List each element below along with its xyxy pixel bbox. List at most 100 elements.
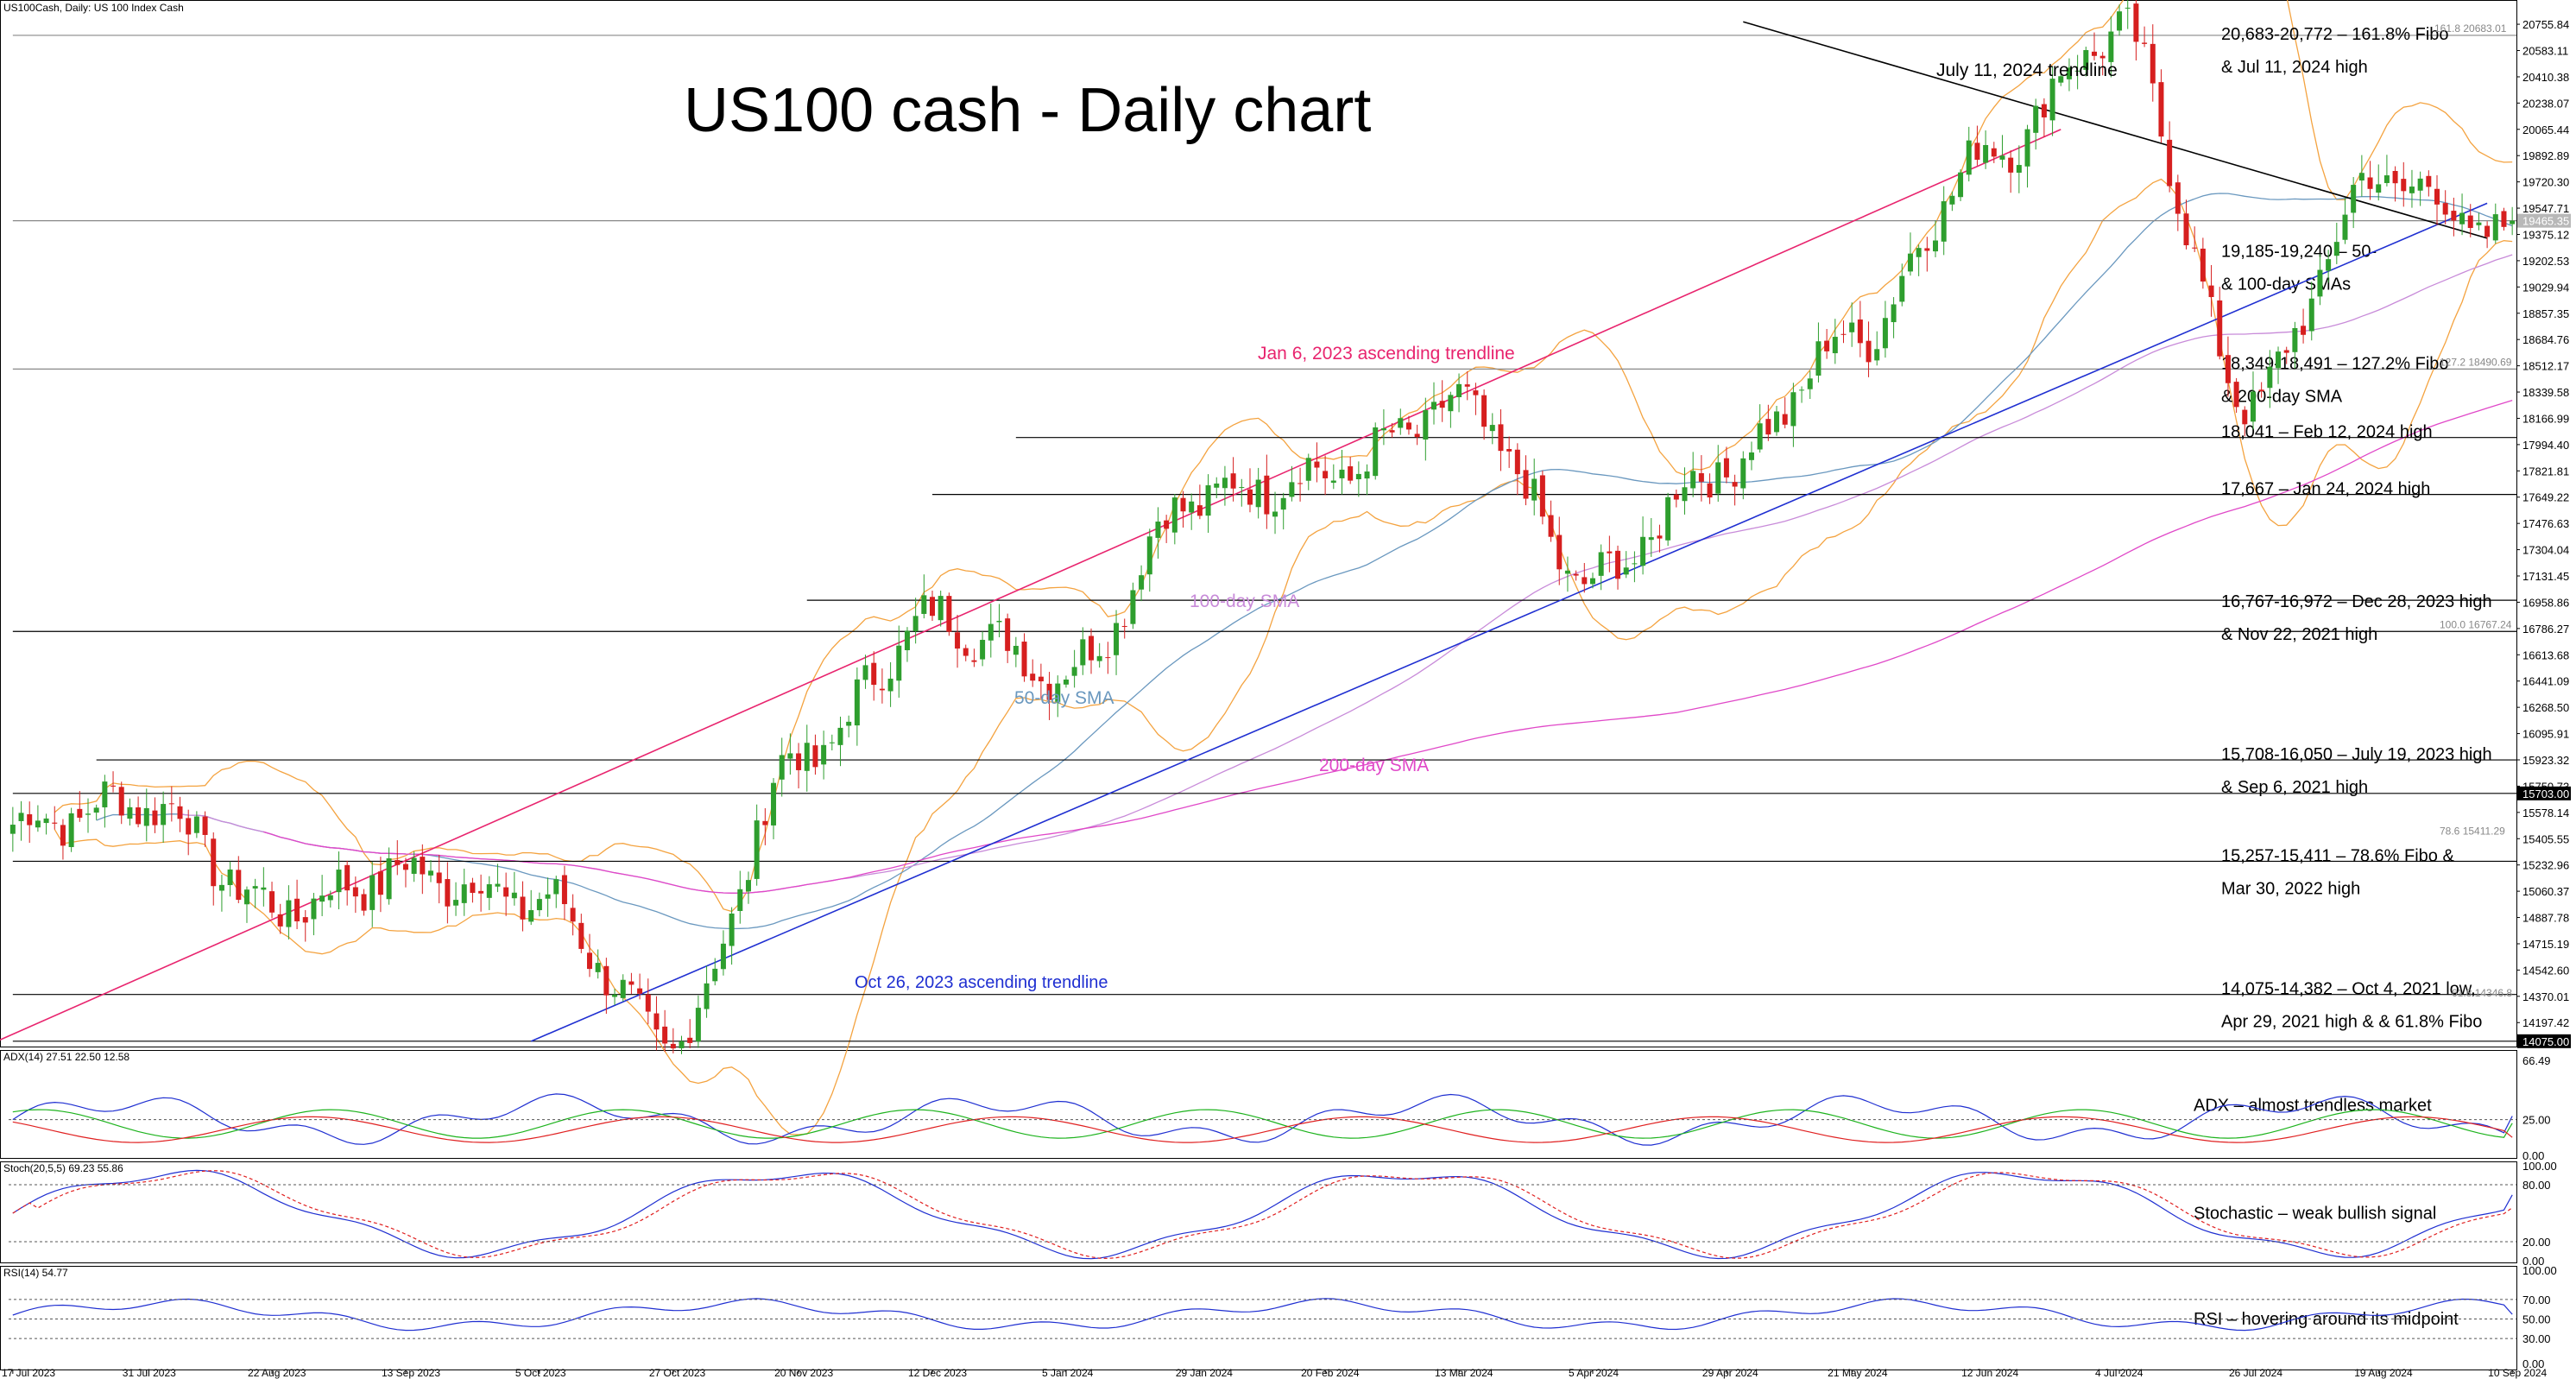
candle-body (2451, 211, 2457, 221)
pane-border (0, 1266, 2517, 1370)
fibo-label: 100.0 16767.24 (2440, 618, 2512, 630)
candle-body (771, 782, 777, 826)
candle-body (202, 816, 208, 835)
candle-body (2510, 220, 2516, 225)
candle-body (745, 880, 751, 892)
candle-body (2033, 105, 2039, 133)
indicator-header: ADX(14) 27.51 22.50 12.58 (3, 1051, 129, 1063)
candle-body (1114, 623, 1120, 655)
candle-body (1548, 515, 1554, 537)
level-label: 19,185-19,240 – 50- (2221, 243, 2377, 262)
indicator-tick-label: 30.00 (2522, 1332, 2551, 1345)
candle-body (603, 965, 609, 996)
indicator-tick-label: 50.00 (2522, 1313, 2551, 1326)
candle-body (1506, 448, 1512, 452)
candle-body (1405, 422, 1411, 430)
axis-tick-label: 19892.89 (2522, 149, 2569, 162)
axis-tick-label: 15405.55 (2522, 832, 2569, 845)
candle-body (1305, 458, 1311, 481)
axis-tick-label: 16958.86 (2522, 596, 2569, 609)
candle-body (1155, 522, 1161, 538)
axis-tick-label: 19375.12 (2522, 228, 2569, 241)
candle-body (2467, 215, 2473, 228)
candle-body (561, 875, 567, 905)
candle-body (963, 648, 969, 656)
candle-body (1840, 333, 1847, 335)
candle-body (2158, 82, 2164, 137)
candle-body (1264, 475, 1270, 515)
axis-tick-label: 17821.81 (2522, 465, 2569, 478)
axis-tick-label: 19029.94 (2522, 281, 2569, 294)
candle-body (687, 1037, 693, 1043)
candle-body (52, 822, 58, 824)
candle-body (277, 914, 283, 927)
axis-tick-label: 16268.50 (2522, 701, 2569, 714)
candle-body (904, 630, 910, 650)
axis-tick-label: 17649.22 (2522, 491, 2569, 504)
candle-body (879, 688, 885, 691)
candle-body (704, 983, 710, 1009)
candle-body (2434, 188, 2440, 205)
candle-body (1790, 392, 1796, 427)
axis-tick-label: 20410.38 (2522, 71, 2569, 84)
candle-body (110, 785, 117, 787)
candle-body (2242, 409, 2248, 425)
pane-border (0, 1161, 2517, 1263)
candle-body (2367, 177, 2373, 189)
candle-body (1005, 618, 1011, 651)
candle-body (336, 870, 342, 893)
candle-body (1782, 414, 1788, 425)
candle-body (2283, 350, 2289, 353)
candle-body (168, 803, 174, 805)
candle-body (2442, 203, 2448, 215)
candle-body (1121, 625, 1127, 627)
candle-body (679, 1041, 685, 1048)
pane-border (0, 1050, 2517, 1159)
candle-body (1398, 418, 1404, 428)
candle-body (2225, 355, 2231, 383)
candle-body (1698, 473, 1704, 482)
candle-body (2383, 175, 2390, 183)
indicator-tick-label: 100.00 (2522, 1264, 2557, 1277)
candle-body (193, 816, 199, 833)
axis-tick-label: 15578.14 (2522, 807, 2569, 819)
candle-body (1607, 551, 1613, 553)
candle-body (1615, 550, 1621, 579)
candle-body (302, 917, 308, 923)
candle-body (1423, 410, 1429, 440)
candle-body (2200, 248, 2206, 282)
candle-body (645, 994, 651, 1012)
candle-body (1280, 497, 1286, 510)
axis-tick-label: 16441.09 (2522, 675, 2569, 688)
candle-body (68, 813, 74, 847)
candle-body (269, 891, 275, 913)
candle-body (1916, 248, 1922, 257)
candle-body (955, 632, 961, 649)
candle-body (1071, 667, 1077, 676)
candle-body (586, 952, 592, 970)
candle-body (1983, 145, 1989, 163)
candle-body (386, 858, 392, 900)
candle-body (1247, 489, 1253, 505)
candle-body (804, 743, 810, 771)
x-tick-label: 5 Jan 2024 (1042, 1367, 1094, 1379)
candle-body (980, 639, 986, 660)
candle-body (737, 889, 743, 912)
candle-body (2167, 139, 2173, 187)
candle-body (2267, 366, 2273, 389)
candle-body (1096, 655, 1102, 661)
candle-body (536, 899, 542, 911)
candle-body (2150, 43, 2156, 84)
x-tick-label: 17 Jul 2023 (2, 1367, 55, 1379)
axis-tick-label: 16613.68 (2522, 648, 2569, 661)
trendline-label-jul: July 11, 2024 trendline (1936, 60, 2118, 80)
axis-tick-label: 20583.11 (2522, 45, 2568, 58)
axis-tick-label: 17476.63 (2522, 517, 2569, 530)
candle-body (896, 645, 902, 681)
axis-tick-label: 17994.40 (2522, 439, 2569, 452)
candle-body (520, 896, 526, 920)
candle-body (1924, 248, 1930, 251)
candle-body (887, 678, 893, 692)
candle-body (1732, 482, 1738, 487)
